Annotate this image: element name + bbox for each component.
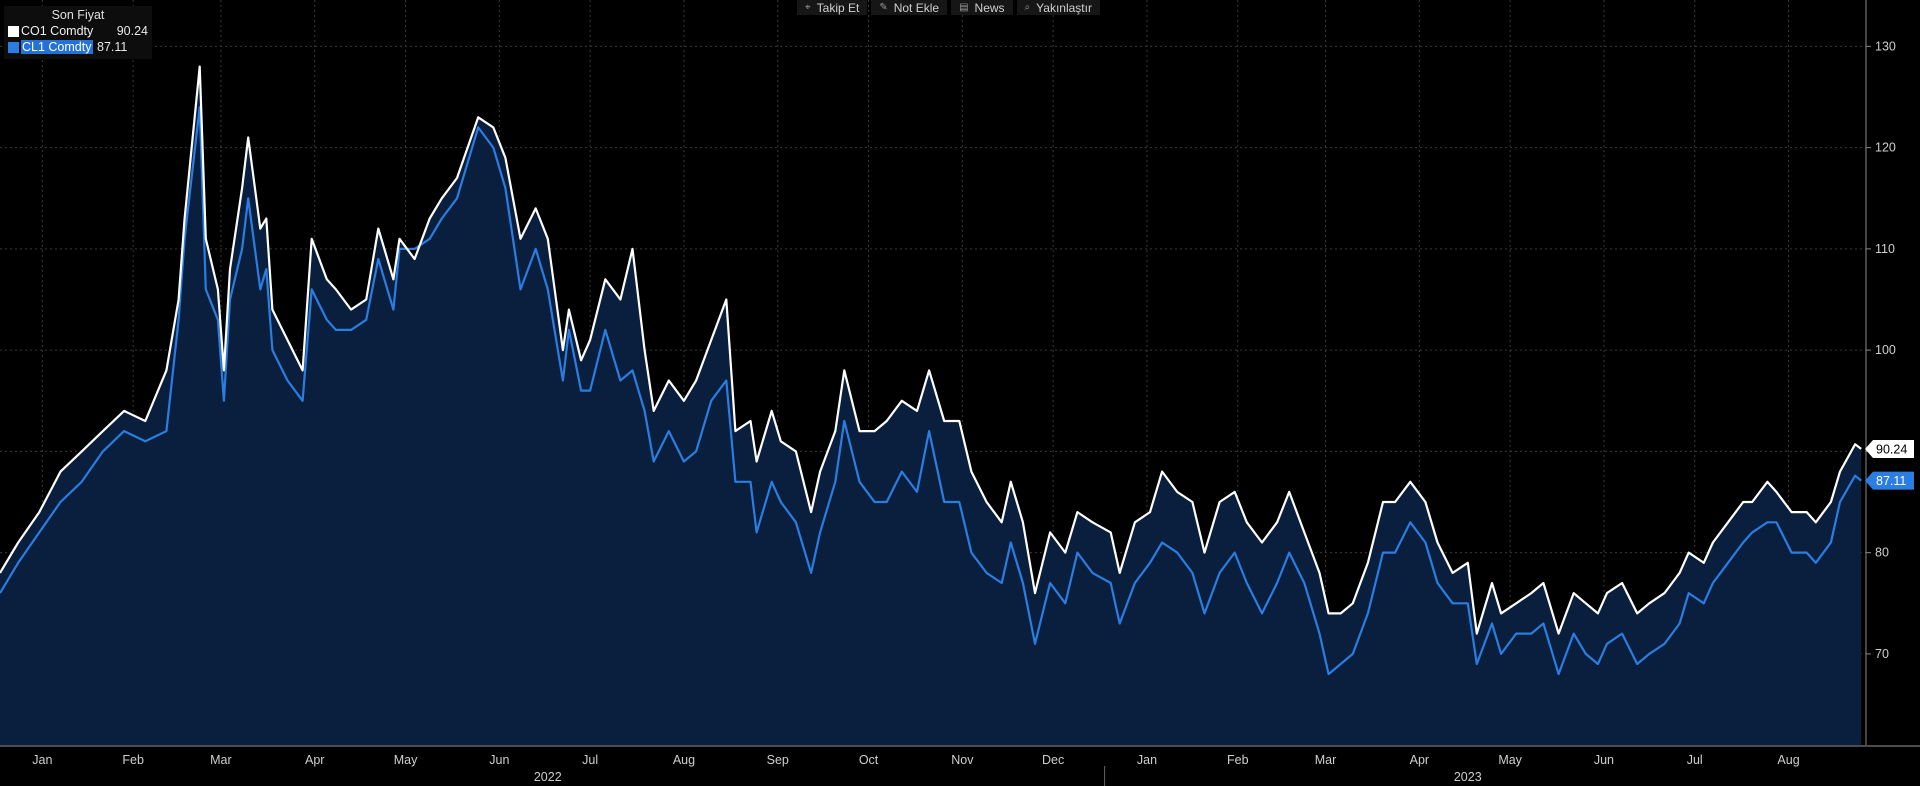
magnifier-icon: ⌕ — [1024, 2, 1031, 13]
add-note-label: Not Ekle — [893, 0, 940, 15]
legend-value-cl1: 87.11 — [97, 40, 128, 54]
follow-label: Takip Et — [816, 0, 860, 15]
y-tick-label: 80 — [1875, 546, 1889, 560]
last-value-tag-co1 — [1865, 439, 1914, 458]
legend-name-cl1: CL1 Comdty — [21, 40, 93, 54]
x-tick-label: Oct — [859, 753, 879, 767]
x-tick-label: Nov — [951, 753, 974, 767]
pencil-icon: ✎ — [879, 2, 888, 13]
x-tick-label: Feb — [1227, 753, 1249, 767]
x-tick-label: Aug — [1777, 753, 1799, 767]
x-tick-label: May — [394, 753, 418, 767]
news-icon: ▤ — [959, 2, 969, 13]
news-button[interactable]: ▤ News — [951, 0, 1013, 15]
x-tick-label: Sep — [767, 753, 789, 767]
x-tick-label: Jun — [489, 753, 509, 767]
last-value-label-co1: 90.24 — [1876, 442, 1907, 456]
y-tick-label: 130 — [1875, 39, 1896, 53]
area-fill — [0, 66, 1862, 746]
cl1-comdty-line — [0, 106, 1862, 676]
news-label: News — [974, 0, 1005, 15]
legend-item-co1[interactable]: CO1 Comdty 90.24 — [8, 23, 148, 39]
chart-legend: Son Fiyat CO1 Comdty 90.24 CL1 Comdty 87… — [4, 6, 152, 59]
chart-toolbar: ⌖ Takip Et ✎ Not Ekle ▤ News ⌕ Yakınlaşt… — [797, 0, 1100, 15]
x-tick-label: Apr — [305, 753, 324, 767]
x-tick-label: Dec — [1042, 753, 1064, 767]
crosshair-icon: ⌖ — [805, 2, 811, 13]
add-note-button[interactable]: ✎ Not Ekle — [871, 0, 948, 15]
legend-swatch-cl1 — [8, 41, 19, 53]
x-tick-label: Feb — [122, 753, 144, 767]
y-tick-label: 100 — [1875, 343, 1896, 357]
zoom-label: Yakınlaştır — [1036, 0, 1092, 15]
x-tick-label: Jun — [1594, 753, 1614, 767]
last-value-label-cl1: 87.11 — [1876, 474, 1906, 488]
y-tick-label: 120 — [1875, 141, 1896, 155]
co1-area — [0, 66, 1862, 746]
y-tick-label: 110 — [1875, 242, 1895, 256]
zoom-button[interactable]: ⌕ Yakınlaştır — [1016, 0, 1100, 15]
x-tick-label: Apr — [1410, 753, 1429, 767]
x-year-label: 2023 — [1454, 770, 1482, 784]
x-tick-label: May — [1498, 753, 1522, 767]
x-tick-label: Mar — [1315, 753, 1337, 767]
x-tick-label: Mar — [210, 753, 232, 767]
x-tick-label: Jan — [32, 753, 52, 767]
series-lines — [0, 65, 1862, 676]
x-year-label: 2022 — [534, 770, 562, 784]
last-value-tag-cl1 — [1865, 471, 1914, 490]
legend-name-co1: CO1 Comdty — [21, 24, 94, 38]
legend-title: Son Fiyat — [51, 8, 105, 22]
x-tick-label: Aug — [673, 753, 695, 767]
x-tick-label: Jul — [1687, 753, 1703, 767]
x-tick-label: Jan — [1137, 753, 1157, 767]
follow-button[interactable]: ⌖ Takip Et — [797, 0, 868, 15]
y-tick-label: 70 — [1875, 647, 1889, 661]
x-tick-label: Jul — [582, 753, 598, 767]
co1-comdty-line — [0, 65, 1862, 635]
legend-swatch-co1 — [8, 25, 19, 37]
legend-value-co1: 90.24 — [116, 24, 148, 38]
legend-item-cl1[interactable]: CL1 Comdty 87.11 — [8, 39, 148, 55]
